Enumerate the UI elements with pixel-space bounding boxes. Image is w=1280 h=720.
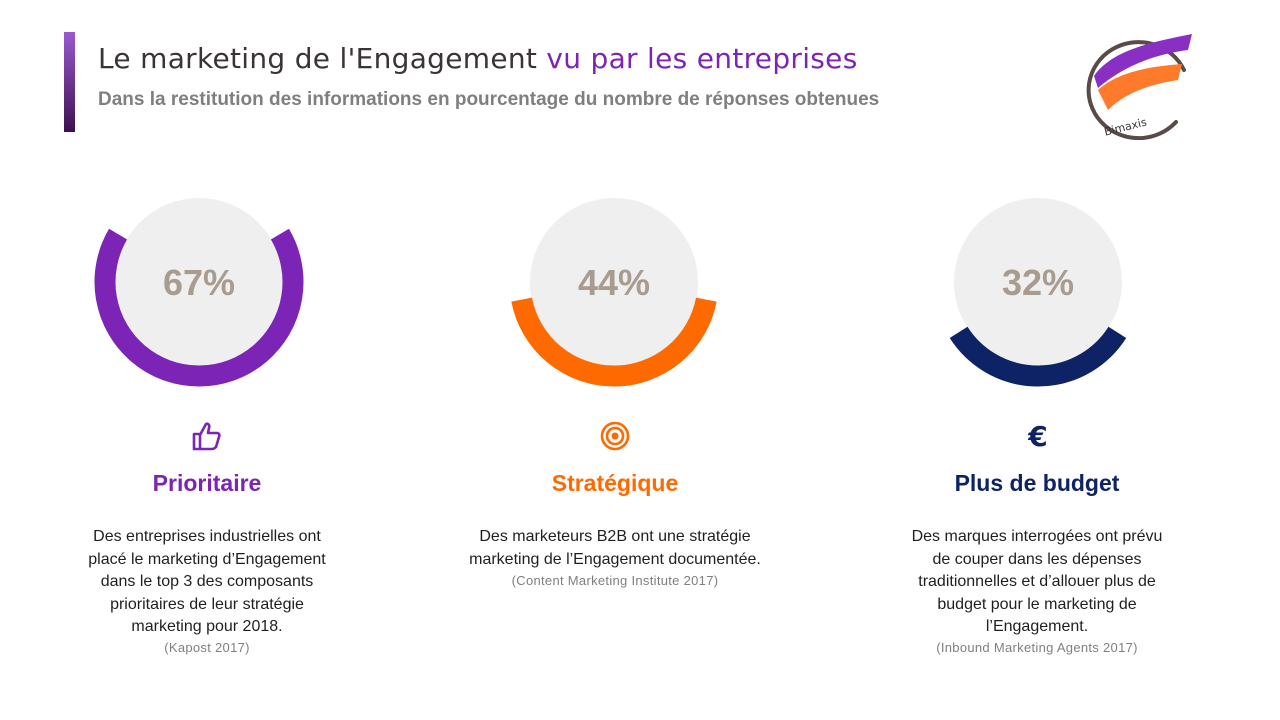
gauge-value: 32% <box>1002 262 1074 303</box>
desc-strategique: Des marketeurs B2B ont une stratégie mar… <box>455 526 775 571</box>
page-subtitle: Dans la restitution des informations en … <box>98 89 880 110</box>
desc-line: prioritaires de leur stratégie <box>110 595 304 613</box>
gauge-budget: 32% <box>949 198 1127 387</box>
heading-prioritaire: Prioritaire <box>152 470 262 496</box>
title-accent-bar <box>64 32 75 132</box>
svg-text:€: € <box>1027 420 1047 452</box>
heading-budget: Plus de budget <box>954 470 1120 496</box>
desc-prioritaire: Des entreprises industrielles ont placé … <box>67 526 347 639</box>
gauge-prioritaire: 67% <box>94 198 304 387</box>
desc-budget: Des marques interrogées ont prévu de cou… <box>897 526 1177 639</box>
gauge-strategique: 44% <box>511 198 717 387</box>
bimaxis-logo: Bimaxis <box>1086 34 1192 140</box>
title-main: Le marketing de l'Engagement <box>98 42 538 75</box>
source-prioritaire: (Kapost 2017) <box>164 640 250 655</box>
desc-line: l’Engagement. <box>985 618 1089 635</box>
desc-line: traditionnelles et d’allouer plus de <box>918 573 1156 590</box>
desc-line: de couper dans les dépenses <box>932 550 1142 568</box>
euro-icon: € <box>1027 420 1047 452</box>
gauge-value: 67% <box>163 262 235 303</box>
source-budget: (Inbound Marketing Agents 2017) <box>936 640 1138 655</box>
desc-line: Des marketeurs B2B ont une stratégie <box>479 528 751 545</box>
gauge-value: 44% <box>578 262 650 303</box>
desc-line: marketing de l’Engagement documentée. <box>469 550 761 568</box>
desc-line: marketing pour 2018. <box>131 618 283 635</box>
heading-strategique: Stratégique <box>551 470 679 496</box>
desc-line: Des marques interrogées ont prévu <box>911 528 1163 545</box>
gauge-disc <box>115 198 283 366</box>
desc-line: placé le marketing d’Engagement <box>88 550 326 568</box>
target-icon <box>600 421 630 451</box>
thumbs-up-icon <box>192 422 221 451</box>
title-highlight: vu par les entreprises <box>546 42 858 75</box>
gauge-disc <box>530 198 698 366</box>
desc-line: budget pour le marketing de <box>937 595 1137 613</box>
gauge-disc <box>954 198 1122 366</box>
desc-line: Des entreprises industrielles ont <box>93 528 321 545</box>
gauge-arc <box>94 228 304 387</box>
page-title: Le marketing de l'Engagement vu par les … <box>98 42 858 75</box>
gauge-arc <box>949 326 1127 387</box>
source-strategique: (Content Marketing Institute 2017) <box>511 573 719 588</box>
gauge-arc <box>511 297 717 387</box>
desc-line: dans le top 3 des composants <box>100 573 314 590</box>
